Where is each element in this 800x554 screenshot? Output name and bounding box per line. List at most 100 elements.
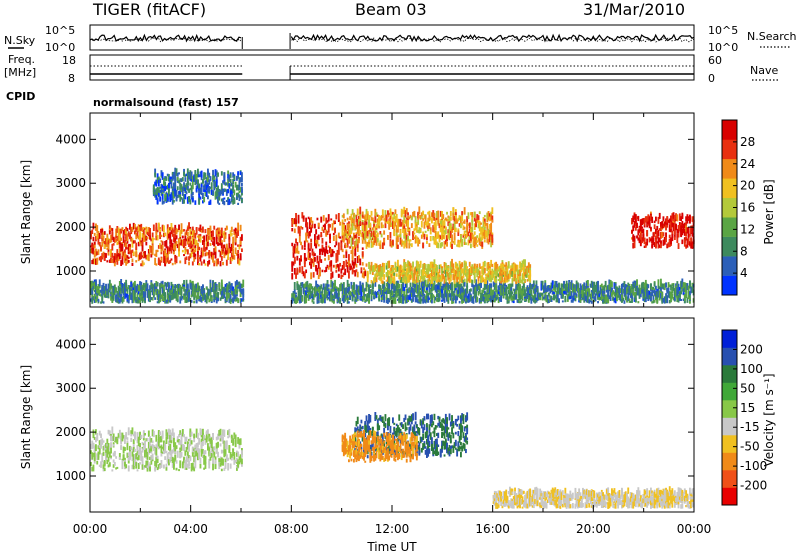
heatmap-cell bbox=[232, 195, 235, 198]
heatmap-cell bbox=[229, 201, 232, 204]
heatmap-cell bbox=[340, 283, 343, 287]
heatmap-cell bbox=[163, 296, 165, 301]
heatmap-cell bbox=[116, 236, 119, 241]
heatmap-cell bbox=[92, 258, 95, 265]
heatmap-cell bbox=[456, 271, 459, 274]
heatmap-cell bbox=[420, 271, 423, 278]
heatmap-cell bbox=[476, 284, 479, 292]
heatmap-cell bbox=[229, 293, 232, 300]
heatmap-cell bbox=[293, 289, 296, 295]
heatmap-cell bbox=[448, 284, 451, 289]
heatmap-cell bbox=[366, 236, 369, 239]
heatmap-cell bbox=[222, 249, 224, 254]
heatmap-cell bbox=[346, 233, 349, 242]
heatmap-cell bbox=[203, 189, 206, 193]
heatmap-cell bbox=[407, 300, 409, 302]
heatmap-cell bbox=[453, 273, 456, 277]
heatmap-cell bbox=[488, 224, 491, 230]
heatmap-cell bbox=[405, 263, 408, 267]
heatmap-cell bbox=[465, 289, 467, 298]
heatmap-cell bbox=[298, 292, 301, 301]
heatmap-cell bbox=[395, 282, 398, 290]
heatmap-cell bbox=[137, 254, 140, 262]
heatmap-cell bbox=[98, 232, 101, 239]
heatmap-cell bbox=[530, 293, 533, 297]
heatmap-cell bbox=[320, 216, 323, 223]
heatmap-cell bbox=[404, 235, 407, 243]
heatmap-cell bbox=[417, 219, 420, 225]
heatmap-cell bbox=[389, 208, 392, 217]
heatmap-cell bbox=[311, 248, 314, 254]
heatmap-cell bbox=[374, 230, 377, 238]
cpid-label: CPID bbox=[6, 90, 35, 103]
heatmap-cell bbox=[188, 174, 190, 180]
heatmap-cell bbox=[413, 289, 416, 297]
heatmap-cell bbox=[126, 293, 129, 302]
heatmap-cell bbox=[660, 290, 662, 293]
heatmap-cell bbox=[163, 285, 165, 293]
heatmap-cell bbox=[631, 288, 633, 295]
heatmap-cell bbox=[454, 213, 457, 219]
heatmap-cell bbox=[139, 285, 141, 292]
heatmap-cell bbox=[458, 223, 461, 227]
heatmap-cell bbox=[212, 169, 214, 175]
heatmap-cell bbox=[140, 263, 143, 267]
heatmap-cell bbox=[171, 190, 174, 199]
heatmap-cell bbox=[397, 282, 399, 288]
heatmap-cell bbox=[230, 283, 233, 288]
heatmap-cell bbox=[151, 287, 154, 296]
heatmap-cell bbox=[315, 243, 318, 249]
heatmap-cell bbox=[163, 225, 165, 233]
heatmap-cell bbox=[195, 297, 198, 300]
heatmap-cell bbox=[330, 253, 333, 258]
heatmap-cell bbox=[161, 244, 164, 251]
heatmap-cell bbox=[310, 243, 313, 249]
heatmap-cell bbox=[223, 251, 226, 259]
heatmap-cell bbox=[481, 293, 484, 302]
heatmap-cell bbox=[408, 274, 411, 283]
heatmap-cell bbox=[365, 296, 368, 302]
heatmap-cell bbox=[423, 263, 426, 270]
heatmap-cell bbox=[638, 292, 641, 299]
heatmap-cell bbox=[387, 210, 389, 218]
heatmap-cell bbox=[134, 230, 136, 235]
heatmap-cell bbox=[563, 280, 565, 289]
heatmap-cell bbox=[156, 235, 159, 241]
heatmap-cell bbox=[168, 227, 170, 234]
heatmap-cell bbox=[453, 293, 456, 299]
heatmap-cell bbox=[441, 268, 443, 273]
heatmap-cell bbox=[159, 189, 162, 193]
heatmap-cell bbox=[388, 270, 391, 275]
heatmap-cell bbox=[475, 223, 477, 228]
heatmap-cell bbox=[442, 214, 445, 219]
heatmap-cell bbox=[368, 297, 370, 304]
heatmap-cell bbox=[463, 289, 466, 295]
heatmap-cell bbox=[536, 294, 539, 301]
heatmap-cell bbox=[164, 193, 167, 199]
heatmap-cell bbox=[385, 296, 388, 304]
heatmap-cell bbox=[407, 272, 409, 278]
heatmap-cell bbox=[369, 224, 372, 232]
heatmap-cell bbox=[471, 220, 474, 226]
heatmap-cell bbox=[681, 286, 684, 292]
heatmap-cell bbox=[335, 264, 338, 270]
heatmap-cell bbox=[441, 289, 443, 294]
heatmap-cell bbox=[452, 207, 455, 215]
heatmap-cell bbox=[229, 178, 232, 184]
heatmap-cell bbox=[102, 286, 105, 292]
heatmap-cell bbox=[200, 183, 203, 187]
heatmap-cell bbox=[197, 254, 199, 262]
heatmap-cell bbox=[156, 301, 159, 304]
heatmap-cell bbox=[163, 232, 165, 238]
heatmap-cell bbox=[429, 293, 432, 300]
heatmap-cell bbox=[420, 220, 423, 228]
heatmap-cell bbox=[312, 301, 315, 304]
heatmap-cell bbox=[686, 283, 689, 290]
heatmap-cell bbox=[446, 282, 448, 288]
heatmap-cell bbox=[564, 288, 567, 295]
heatmap-cell bbox=[439, 226, 442, 233]
heatmap-cell bbox=[159, 232, 162, 240]
heatmap-cell bbox=[239, 236, 242, 244]
heatmap-cell bbox=[348, 221, 350, 228]
nsky-series bbox=[89, 33, 695, 43]
